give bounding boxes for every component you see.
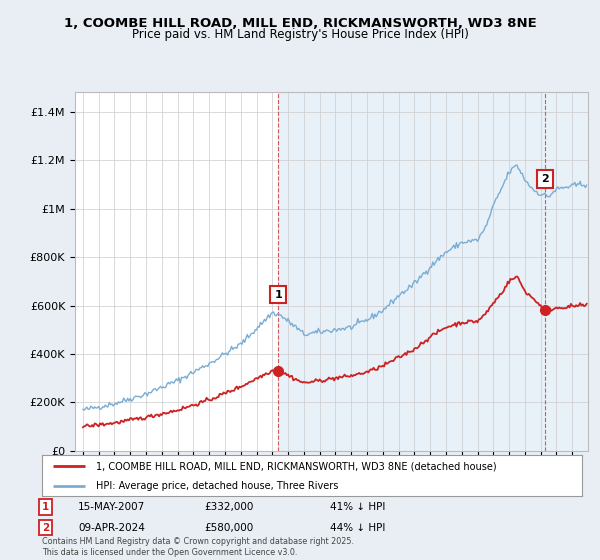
Text: Contains HM Land Registry data © Crown copyright and database right 2025.
This d: Contains HM Land Registry data © Crown c… (42, 537, 354, 557)
Text: 1: 1 (42, 502, 49, 512)
Text: 15-MAY-2007: 15-MAY-2007 (78, 502, 145, 512)
Text: 1, COOMBE HILL ROAD, MILL END, RICKMANSWORTH, WD3 8NE: 1, COOMBE HILL ROAD, MILL END, RICKMANSW… (64, 17, 536, 30)
Text: 1, COOMBE HILL ROAD, MILL END, RICKMANSWORTH, WD3 8NE (detached house): 1, COOMBE HILL ROAD, MILL END, RICKMANSW… (96, 461, 497, 471)
Text: 2: 2 (541, 174, 549, 184)
Text: HPI: Average price, detached house, Three Rivers: HPI: Average price, detached house, Thre… (96, 480, 338, 491)
Bar (278, 92, 588, 451)
Text: £332,000: £332,000 (204, 502, 253, 512)
Text: £580,000: £580,000 (204, 522, 253, 533)
Text: 09-APR-2024: 09-APR-2024 (78, 522, 145, 533)
Text: 1: 1 (274, 290, 282, 300)
Text: Price paid vs. HM Land Registry's House Price Index (HPI): Price paid vs. HM Land Registry's House … (131, 28, 469, 41)
Text: 44% ↓ HPI: 44% ↓ HPI (330, 522, 385, 533)
Text: 2: 2 (42, 522, 49, 533)
Text: 41% ↓ HPI: 41% ↓ HPI (330, 502, 385, 512)
